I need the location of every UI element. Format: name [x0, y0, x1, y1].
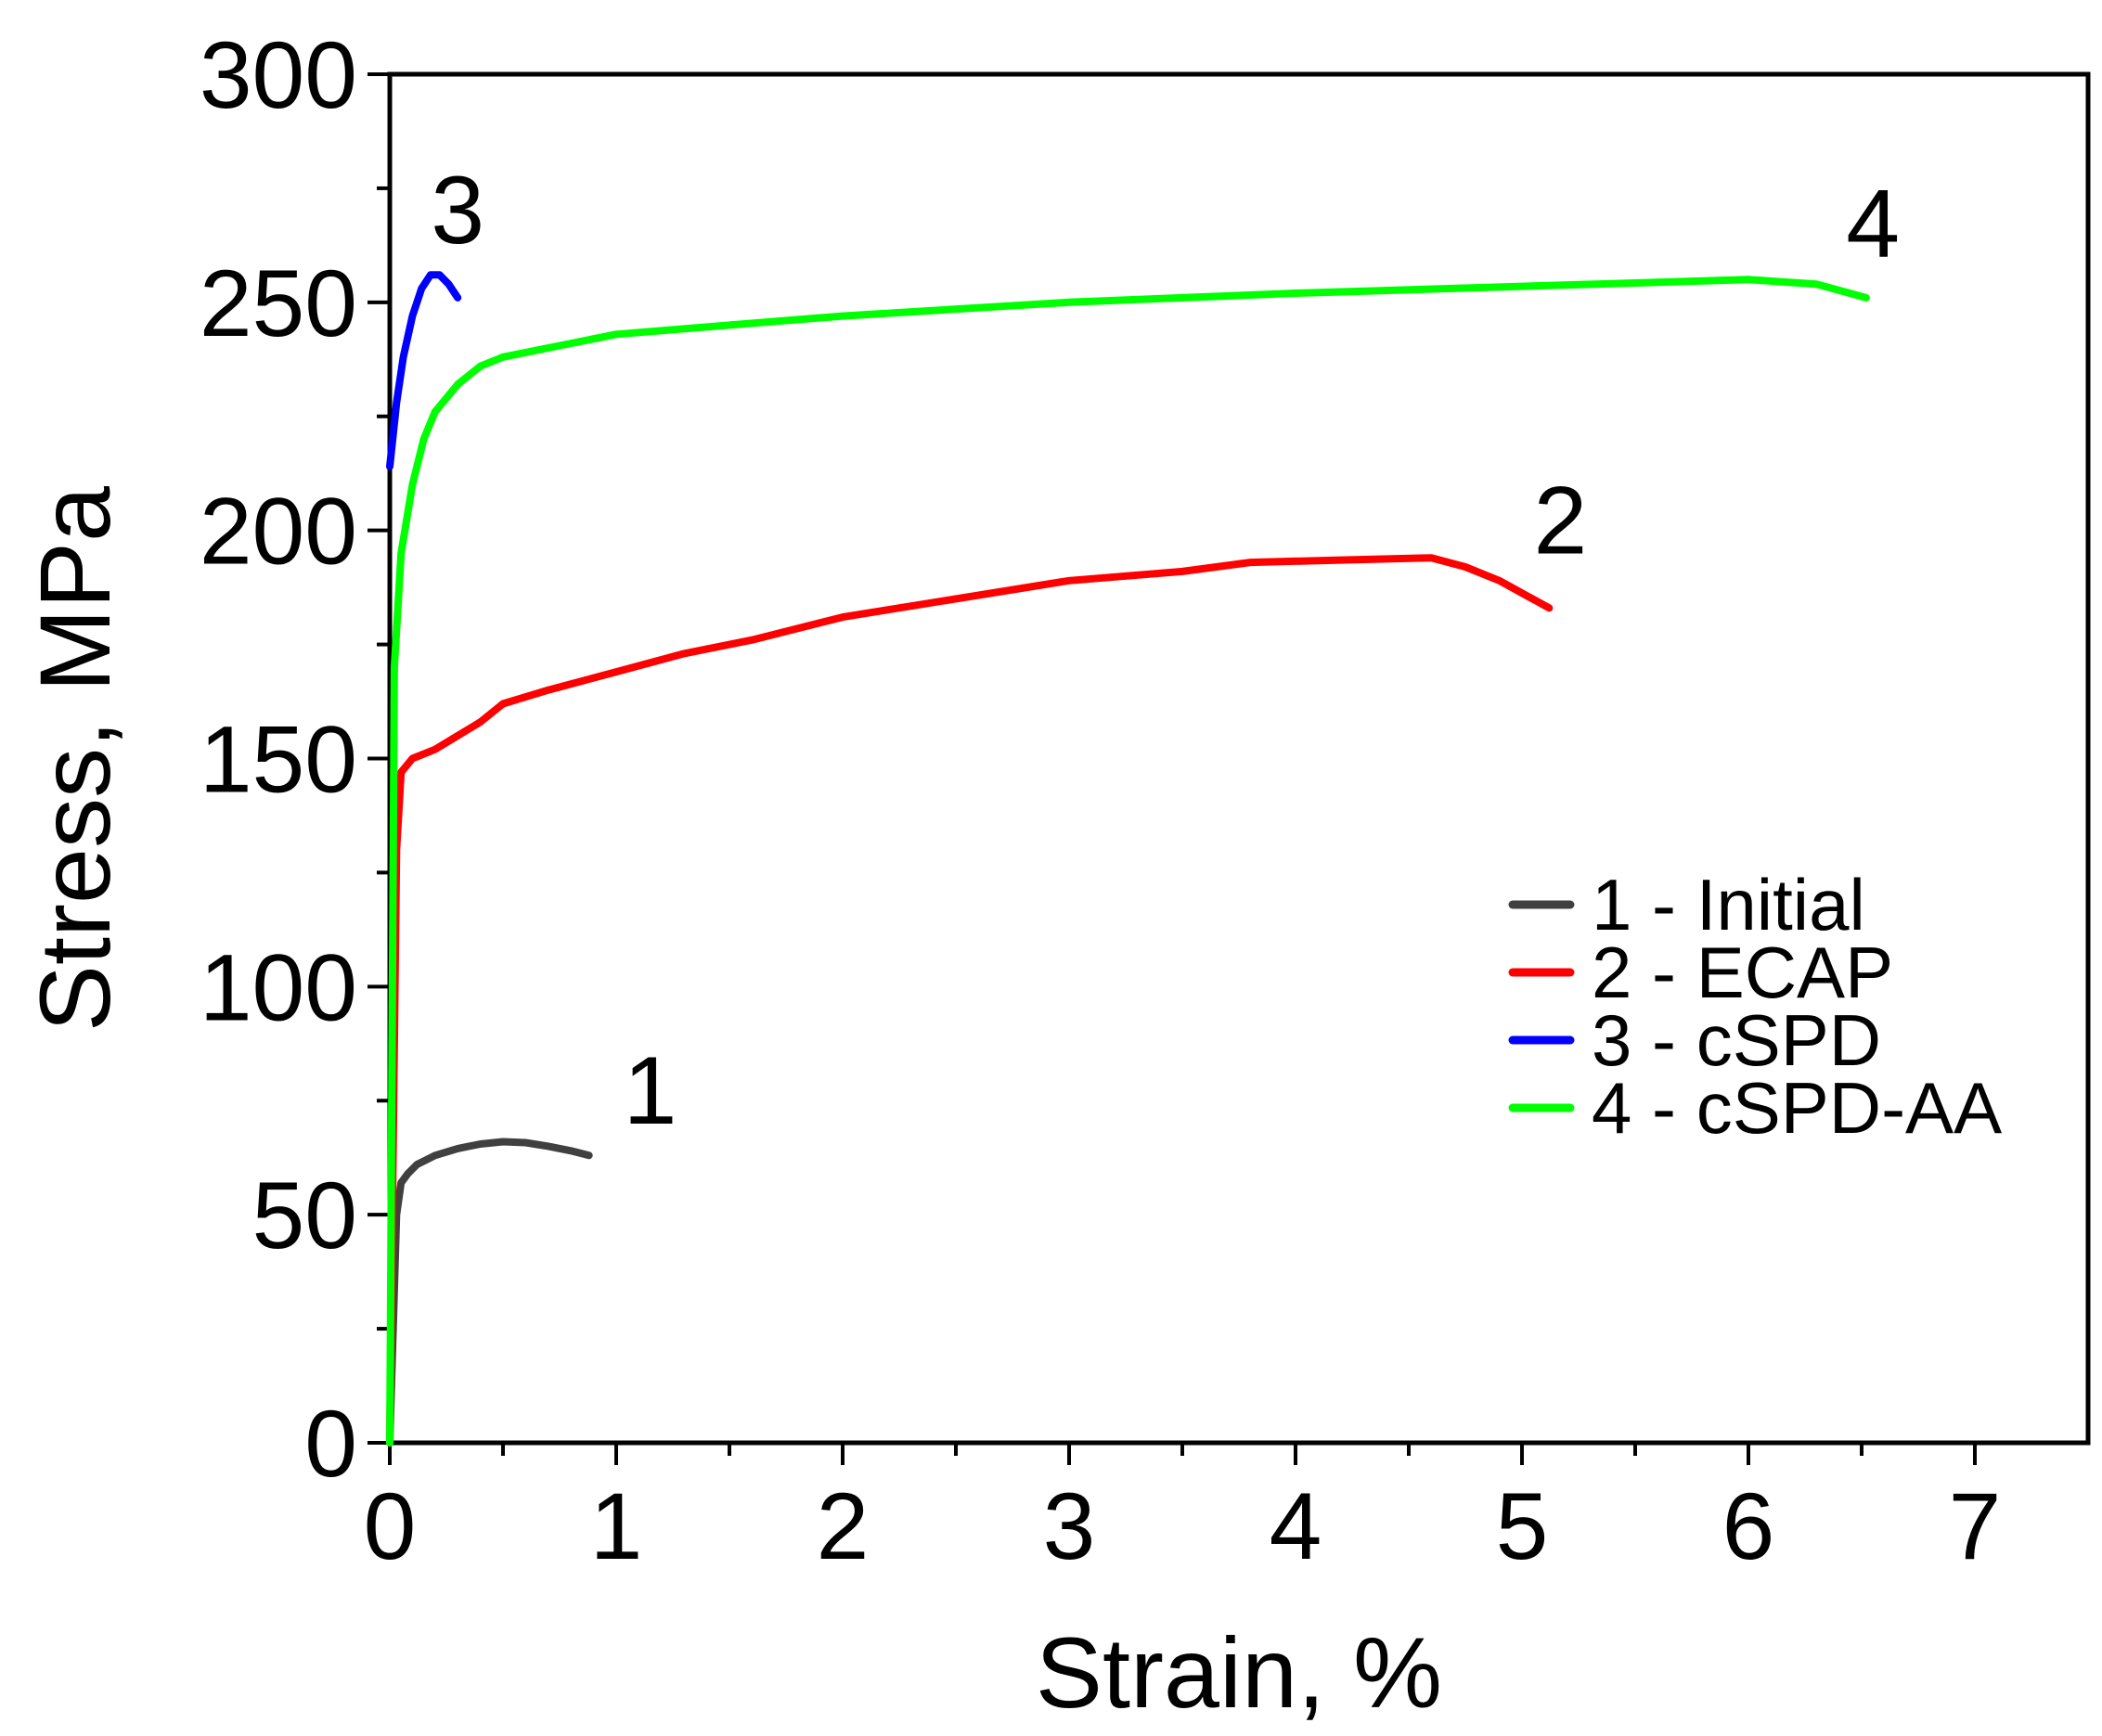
x-tick-label: 4 [1270, 1473, 1322, 1579]
plot-area-frame [387, 71, 2091, 1446]
x-tick-label: 7 [1949, 1473, 2002, 1579]
x-tick-label: 6 [1722, 1473, 1775, 1579]
curve-label-1: 1 [624, 1037, 677, 1145]
y-tick-label: 100 [200, 934, 357, 1040]
x-tick-label: 2 [817, 1473, 870, 1579]
series-line-4 [386, 276, 1870, 1447]
y-tick-label: 300 [200, 22, 357, 128]
x-tick-label: 5 [1496, 1473, 1549, 1579]
curve-label-2: 2 [1534, 467, 1588, 574]
curve-label-4: 4 [1846, 171, 1900, 278]
x-tick-label: 1 [590, 1473, 643, 1579]
series-line-2 [386, 554, 1554, 1447]
annotation-layer: 1 2 3 4 [431, 157, 1900, 1145]
x-tick-label: 0 [364, 1473, 417, 1579]
legend-label-3: 3 - cSPD [1592, 999, 1881, 1081]
legend-label-4: 4 - cSPD-AA [1592, 1067, 2002, 1149]
legend-label-2: 2 - ECAP [1592, 932, 1893, 1013]
y-axis-title: Stress, MPa [19, 485, 131, 1032]
curve-label-3: 3 [431, 157, 484, 264]
series-layer [386, 271, 1870, 1447]
y-tick-label: 200 [200, 479, 357, 585]
axis-ticks: 0 1 2 3 4 5 6 7 0 50 100 150 200 250 300 [200, 22, 2002, 1579]
legend-label-1: 1 - Initial [1592, 864, 1865, 945]
y-tick-label: 0 [304, 1391, 357, 1497]
y-tick-label: 150 [200, 707, 357, 813]
series-line-3 [386, 271, 462, 470]
y-tick-label: 250 [200, 251, 357, 356]
x-axis-title: Strain, % [1036, 1616, 1442, 1729]
series-line-1 [386, 1138, 593, 1447]
x-tick-label: 3 [1043, 1473, 1096, 1579]
y-tick-label: 50 [252, 1163, 357, 1268]
